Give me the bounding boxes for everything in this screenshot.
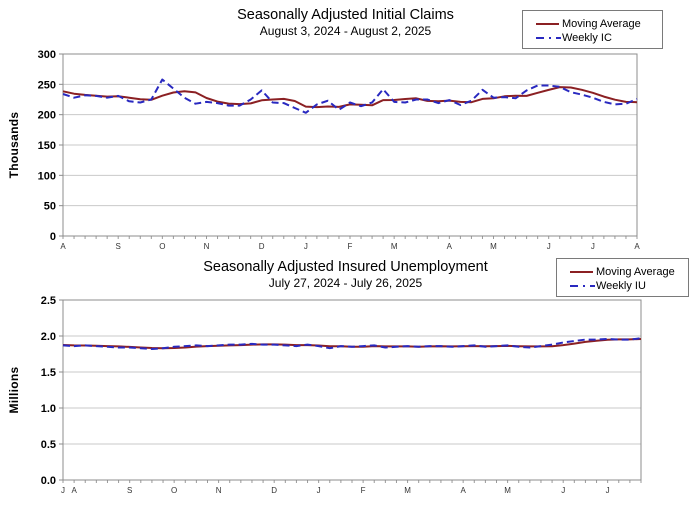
- series-line-moving-average: [62, 86, 638, 109]
- x-month-label: M: [504, 486, 511, 495]
- legend: Moving Average Weekly IC: [522, 10, 663, 49]
- weekly-iu-dashed-line-sample-icon: [570, 284, 595, 287]
- x-month-label: N: [216, 486, 222, 495]
- plot-border: [62, 299, 642, 481]
- moving-average-line-sample-icon: [570, 270, 593, 273]
- y-axis-title: Millions: [7, 366, 21, 414]
- y-tick-label: 0: [50, 231, 56, 243]
- y-tick-label: 0.5: [41, 439, 56, 451]
- x-month-label: D: [259, 242, 265, 251]
- initial-claims-chart: 0 50 100 150 200 250 300 A S O N D J F M A M J J A Seasonal…: [0, 0, 691, 256]
- y-tick-label: 1.0: [41, 403, 56, 415]
- x-month-label: M: [391, 242, 398, 251]
- x-month-label: J: [591, 242, 595, 251]
- x-month-label: O: [159, 242, 165, 251]
- legend-item-weekly-iu: Weekly IU: [569, 279, 684, 292]
- y-tick-label: 50: [44, 201, 56, 213]
- x-month-label: J: [547, 242, 551, 251]
- y-tick-label: 100: [38, 170, 56, 182]
- y-tick-label: 0.0: [41, 475, 56, 487]
- chart-title: Seasonally Adjusted Initial Claims: [237, 7, 454, 23]
- x-month-label: A: [460, 486, 466, 495]
- x-month-label: A: [60, 242, 66, 251]
- series-line-weekly-iu: [62, 337, 642, 350]
- y-tick-label: 300: [38, 49, 56, 61]
- x-month-label: N: [204, 242, 210, 251]
- series-line-weekly-ic: [62, 78, 638, 114]
- chart-subtitle: July 27, 2024 - July 26, 2025: [268, 276, 423, 290]
- y-tick-label: 2.5: [41, 295, 56, 307]
- x-month-label: M: [490, 242, 497, 251]
- x-month-label: F: [361, 486, 366, 495]
- x-month-label: S: [116, 242, 121, 251]
- y-tick-label: 200: [38, 110, 56, 122]
- x-month-label: A: [634, 242, 640, 251]
- y-tick-label: 1.5: [41, 367, 56, 379]
- weekly-ic-dashed-line-sample-icon: [536, 36, 561, 39]
- legend-item-weekly-ic: Weekly IC: [535, 31, 658, 44]
- x-month-label: A: [447, 242, 453, 251]
- x-month-label: M: [404, 486, 411, 495]
- legend-label-weekly-ic: Weekly IC: [562, 31, 612, 44]
- x-month-label: A: [71, 486, 77, 495]
- x-month-label: S: [127, 486, 132, 495]
- x-month-label: J: [606, 486, 610, 495]
- legend-label-moving-average: Moving Average: [596, 265, 675, 278]
- insured-unemployment-plot-area: 0.00.51.01.52.02.5J A S O N D J F M A M J J: [41, 295, 642, 495]
- x-month-label: J: [561, 486, 565, 495]
- y-axis-title: Thousands: [7, 111, 21, 179]
- y-tick-label: 2.0: [41, 331, 56, 343]
- x-month-label: O: [171, 486, 177, 495]
- y-tick-label: 150: [38, 140, 56, 152]
- x-month-label: J: [61, 486, 65, 495]
- plot-border: [62, 53, 638, 237]
- legend-item-moving-average: Moving Average: [535, 17, 658, 30]
- x-month-label: J: [317, 486, 321, 495]
- legend-item-moving-average: Moving Average: [569, 265, 684, 278]
- moving-average-line-sample-icon: [536, 22, 559, 25]
- chart-subtitle: August 3, 2024 - August 2, 2025: [259, 24, 432, 38]
- x-month-label: D: [271, 486, 277, 495]
- x-month-label: J: [304, 242, 308, 251]
- y-tick-label: 250: [38, 79, 56, 91]
- x-month-label: F: [348, 242, 353, 251]
- chart-title: Seasonally Adjusted Insured Unemployment: [203, 259, 488, 275]
- legend-label-moving-average: Moving Average: [562, 17, 641, 30]
- insured-unemployment-chart: 0.0 0.5 1.0 1.5 2.0 2.5 J A S O N D J F M A M J J Seasonal…: [0, 256, 691, 513]
- initial-claims-plot-area: 0 50 100 150 200 250 300 A S O N D J F M A M J J A: [38, 49, 641, 251]
- legend-label-weekly-iu: Weekly IU: [596, 279, 646, 292]
- legend: Moving Average Weekly IU: [556, 258, 689, 297]
